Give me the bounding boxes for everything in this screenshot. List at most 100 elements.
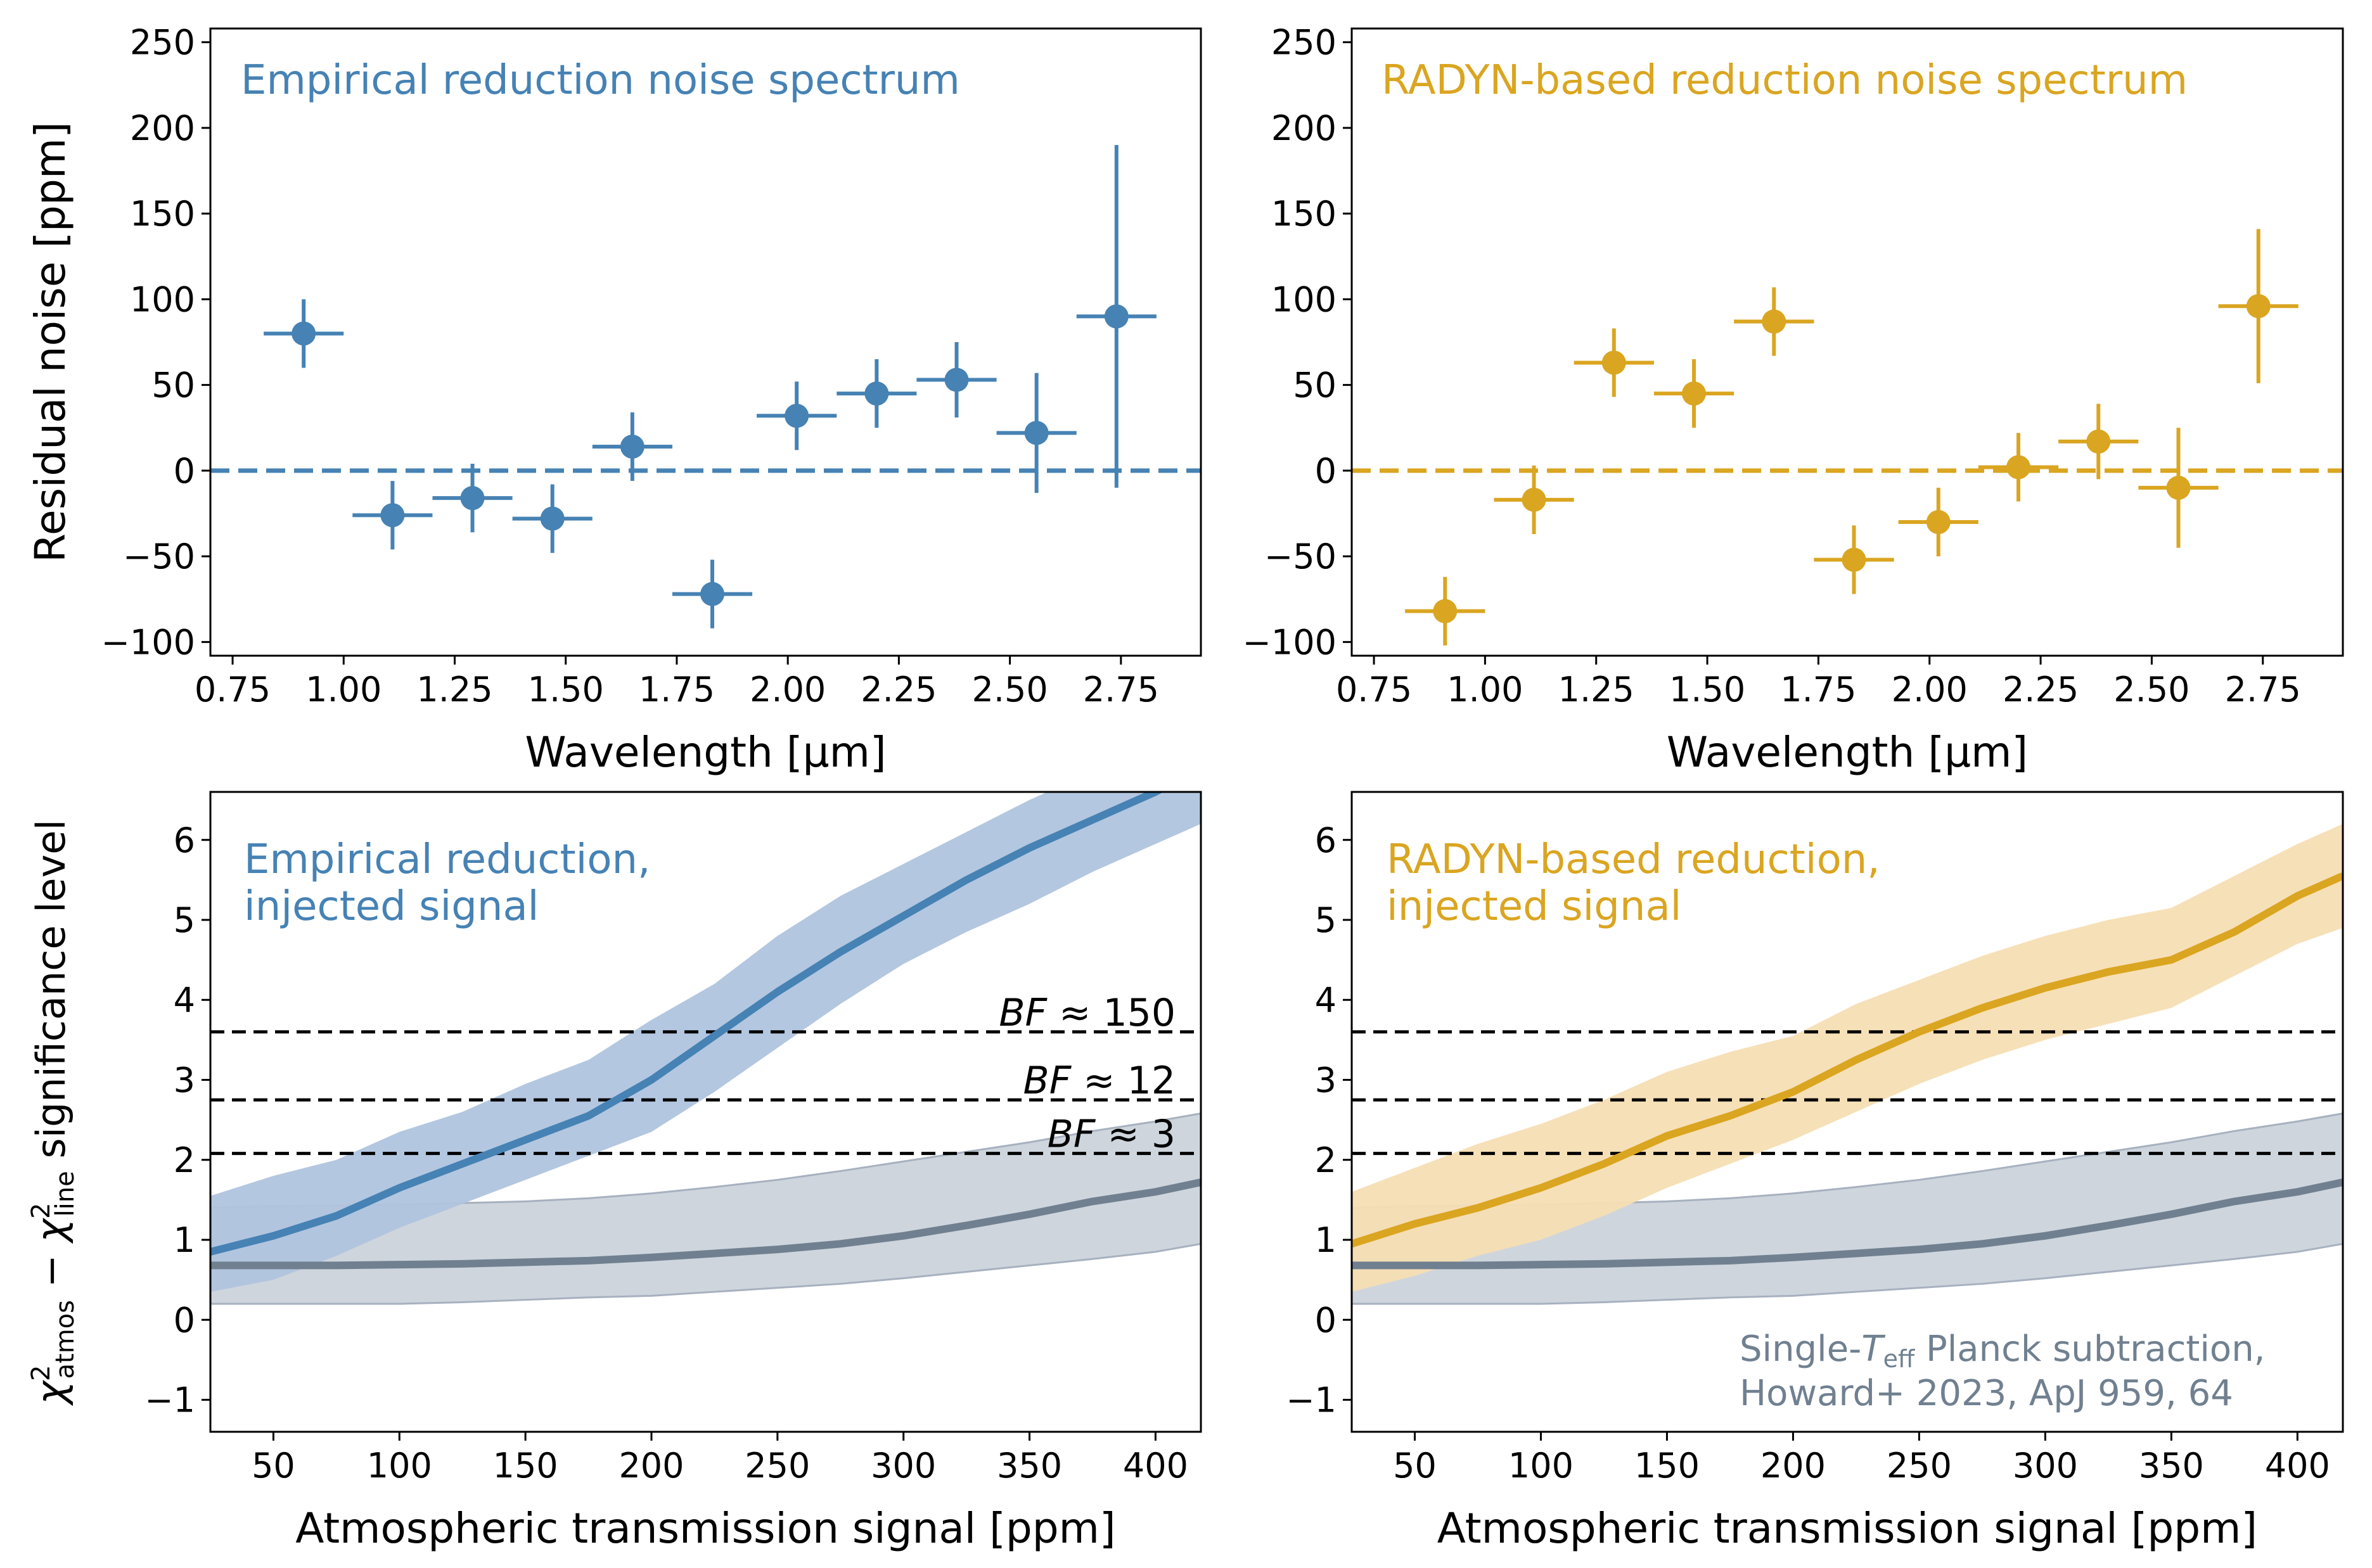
data-point	[2246, 294, 2271, 319]
annotation-empirical-line2: injected signal	[244, 883, 539, 930]
injected-median-line	[210, 792, 1164, 1256]
x-tick-label: 2.25	[861, 670, 937, 710]
panel-radyn-noise: 0.75 1.00 1.25 1.50 1.75 2.00 2.25 2.50 2.75 −100…	[1243, 23, 2344, 777]
data-point	[1433, 599, 1458, 623]
x-tick-label: 2.00	[1892, 670, 1968, 710]
data-point	[1682, 381, 1707, 406]
data-point	[1926, 510, 1951, 535]
planck-median-line	[1352, 1178, 2343, 1270]
x-tick-label: 100	[367, 1446, 432, 1486]
data-point	[620, 435, 644, 459]
x-tick-label: 250	[1887, 1446, 1952, 1486]
y-tick-label: 150	[1271, 194, 1337, 234]
x-tick-label: 400	[2265, 1446, 2330, 1486]
x-tick-label: 100	[1508, 1446, 1574, 1486]
data-point	[700, 582, 725, 606]
y-tick-label: 5	[1315, 900, 1337, 940]
x-tick-label: 350	[2139, 1446, 2204, 1486]
data-point	[540, 506, 565, 531]
x-tick-label: 2.50	[971, 670, 1048, 710]
x-tick-label: 400	[1123, 1446, 1188, 1486]
x-tick-label: 2.75	[2225, 670, 2301, 710]
injected-median-line	[1352, 872, 2343, 1248]
x-tick-label: 1.75	[1780, 670, 1856, 710]
panel-empirical-noise: 0.75 1.00 1.25 1.50 1.75 2.00 2.25 2.50 2.75 −100…	[26, 23, 1202, 777]
data-point	[380, 503, 405, 528]
y-tick-label: −50	[123, 537, 195, 577]
axes-frame	[1350, 791, 2344, 1433]
data-point	[1024, 421, 1049, 445]
x-axis-label: Wavelength [μm]	[1667, 728, 2028, 777]
data-point	[1601, 350, 1626, 375]
y-tick-label: 200	[1271, 108, 1337, 148]
y-tick-label: 6	[1315, 820, 1337, 860]
x-tick-label: 200	[1760, 1446, 1826, 1486]
x-tick-label: 1.25	[416, 670, 492, 710]
planck-confidence-band	[1352, 1112, 2343, 1305]
y-axis-label: χ2atmos − χ2line significance level	[27, 819, 80, 1406]
annotation-planck-line2: Howard+ 2023, ApJ 959, 64	[1740, 1373, 2233, 1414]
injected-confidence-band	[1352, 824, 2343, 1292]
x-tick-label: 0.75	[1336, 670, 1412, 710]
x-tick-label: 50	[1393, 1446, 1437, 1486]
data-point	[292, 321, 316, 346]
y-tick-label: 250	[1271, 23, 1337, 63]
y-tick-label: 100	[130, 279, 195, 319]
y-tick-label: −1	[144, 1380, 195, 1420]
x-tick-label: 300	[2013, 1446, 2078, 1486]
y-tick-label: 50	[151, 366, 195, 405]
annotation-planck-line1: Single-Teff Planck subtraction,	[1740, 1329, 2265, 1373]
y-tick-label: −1	[1286, 1380, 1337, 1420]
y-tick-label: 3	[1315, 1061, 1337, 1100]
data-point	[2006, 455, 2031, 480]
planck-median-line	[210, 1178, 1201, 1270]
title-empirical-noise: Empirical reduction noise spectrum	[241, 57, 960, 104]
y-tick-label: 100	[1271, 279, 1337, 319]
x-tick-label: 2.75	[1083, 670, 1159, 710]
y-tick-label: 2	[174, 1140, 195, 1180]
data-point	[1522, 487, 1546, 512]
y-tick-label: 3	[174, 1061, 195, 1100]
y-tick-label: 1	[1315, 1220, 1337, 1260]
annotation-empirical-line1: Empirical reduction,	[244, 836, 650, 883]
y-tick-label: −100	[101, 622, 195, 662]
y-tick-label: 250	[130, 23, 195, 63]
y-tick-label: 0	[1315, 1300, 1337, 1340]
x-tick-label: 2.25	[2003, 670, 2079, 710]
annotation-radyn-line2: injected signal	[1387, 883, 1681, 930]
axes-frame	[1350, 27, 2344, 657]
y-tick-label: 4	[174, 980, 195, 1020]
panel-radyn-injected: 50 100 150 200 250 300 350 400 −1 0 1 2 3 4 5 6 Atmosphe…	[1286, 791, 2344, 1553]
x-tick-label: 2.00	[750, 670, 826, 710]
axes-frame	[209, 791, 1202, 1433]
y-tick-label: 5	[174, 900, 195, 940]
x-axis-label: Atmospheric transmission signal [ppm]	[1437, 1504, 2257, 1553]
x-tick-label: 150	[493, 1446, 558, 1486]
y-tick-label: −100	[1243, 622, 1337, 662]
x-tick-label: 50	[252, 1446, 295, 1486]
y-axis-label: Residual noise [ppm]	[26, 122, 75, 563]
bayes-factor-label: BF ≈ 150	[999, 991, 1176, 1035]
x-tick-label: 1.25	[1558, 670, 1634, 710]
data-point	[944, 367, 969, 392]
x-tick-label: 200	[619, 1446, 684, 1486]
bayes-factor-label: BF ≈ 3	[1048, 1112, 1176, 1157]
planck-confidence-band	[210, 1112, 1201, 1305]
y-tick-label: 0	[174, 1300, 195, 1340]
y-tick-label: 200	[130, 108, 195, 148]
data-point	[785, 404, 809, 428]
data-point	[1104, 304, 1129, 329]
data-point	[460, 486, 485, 511]
y-tick-label: 50	[1293, 366, 1337, 405]
annotation-radyn-line1: RADYN-based reduction,	[1387, 836, 1880, 883]
x-tick-label: 250	[745, 1446, 810, 1486]
y-tick-label: −50	[1264, 537, 1337, 577]
data-point	[2166, 475, 2191, 500]
data-point	[864, 381, 889, 406]
x-tick-label: 300	[871, 1446, 936, 1486]
y-tick-label: 1	[174, 1220, 195, 1260]
y-tick-label: 0	[1315, 451, 1337, 491]
